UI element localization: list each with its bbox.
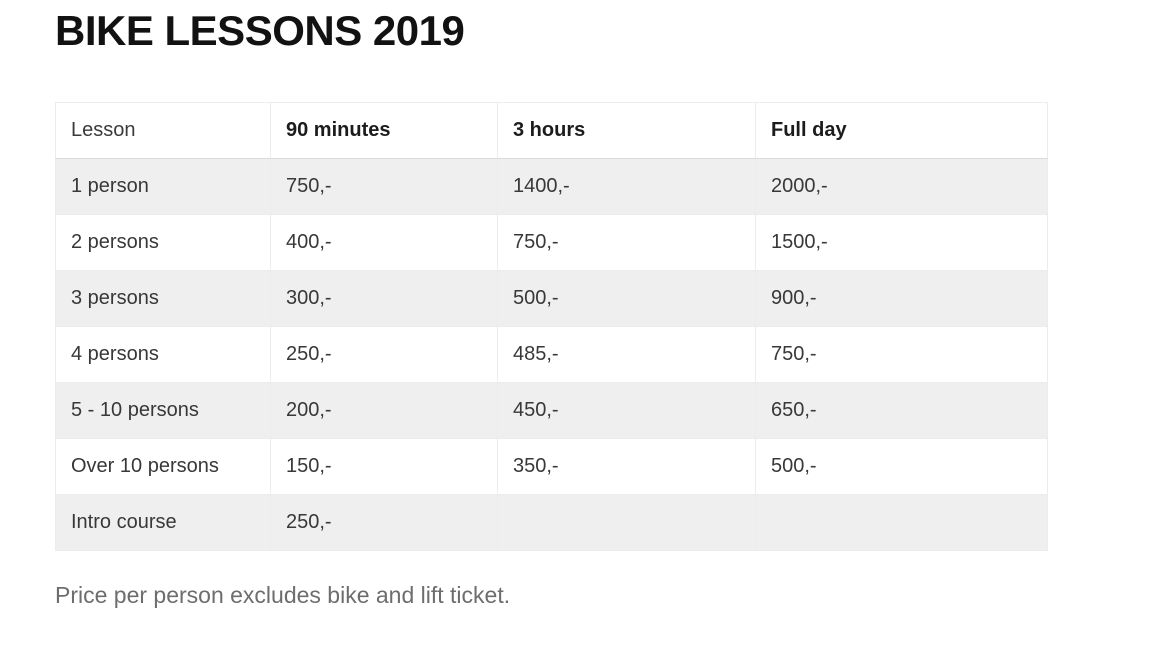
column-header-90-minutes: 90 minutes	[270, 102, 498, 159]
table-row: 4 persons 250,- 485,- 750,-	[55, 326, 1048, 383]
price-cell	[497, 494, 756, 551]
content-area: BIKE LESSONS 2019 Lesson 90 minutes 3 ho…	[55, 7, 1048, 608]
price-cell: 450,-	[497, 382, 756, 439]
price-cell: 750,-	[270, 158, 498, 215]
price-cell: 500,-	[755, 438, 1048, 495]
lesson-cell: 4 persons	[55, 326, 271, 383]
price-cell: 750,-	[755, 326, 1048, 383]
lesson-cell: 3 persons	[55, 270, 271, 327]
column-header-full-day: Full day	[755, 102, 1048, 159]
price-cell: 650,-	[755, 382, 1048, 439]
price-cell: 250,-	[270, 494, 498, 551]
price-footnote: Price per person excludes bike and lift …	[55, 582, 511, 608]
page-title: BIKE LESSONS 2019	[55, 7, 465, 54]
pricing-table: Lesson 90 minutes 3 hours Full day 1 per…	[55, 102, 1048, 551]
column-header-3-hours: 3 hours	[497, 102, 756, 159]
lesson-cell: 2 persons	[55, 214, 271, 271]
price-cell: 900,-	[755, 270, 1048, 327]
table-row: Over 10 persons 150,- 350,- 500,-	[55, 438, 1048, 495]
table-row: 3 persons 300,- 500,- 900,-	[55, 270, 1048, 327]
price-cell: 250,-	[270, 326, 498, 383]
table-row: Intro course 250,-	[55, 494, 1048, 551]
price-cell: 485,-	[497, 326, 756, 383]
lesson-cell: 5 - 10 persons	[55, 382, 271, 439]
price-cell: 150,-	[270, 438, 498, 495]
price-cell	[755, 494, 1048, 551]
price-cell: 2000,-	[755, 158, 1048, 215]
lesson-cell: 1 person	[55, 158, 271, 215]
price-cell: 300,-	[270, 270, 498, 327]
table-row: 2 persons 400,- 750,- 1500,-	[55, 214, 1048, 271]
price-cell: 500,-	[497, 270, 756, 327]
price-cell: 200,-	[270, 382, 498, 439]
table-header-row: Lesson 90 minutes 3 hours Full day	[55, 102, 1048, 159]
table-row: 1 person 750,- 1400,- 2000,-	[55, 158, 1048, 215]
table-row: 5 - 10 persons 200,- 450,- 650,-	[55, 382, 1048, 439]
lesson-cell: Intro course	[55, 494, 271, 551]
column-header-lesson: Lesson	[55, 102, 271, 159]
price-cell: 750,-	[497, 214, 756, 271]
price-cell: 1400,-	[497, 158, 756, 215]
price-cell: 400,-	[270, 214, 498, 271]
price-cell: 1500,-	[755, 214, 1048, 271]
price-cell: 350,-	[497, 438, 756, 495]
lesson-cell: Over 10 persons	[55, 438, 271, 495]
